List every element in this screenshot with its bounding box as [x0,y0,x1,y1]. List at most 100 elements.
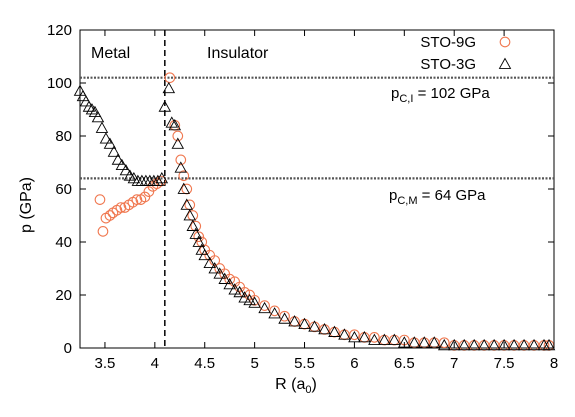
legend-label-sto-3g: STO-3G [420,56,476,73]
data-point-sto-9g [115,202,127,213]
data-point-sto-3g [437,338,451,351]
data-point-sto-3g [198,248,212,261]
data-point-sto-3g [427,336,441,348]
x-tick-label: 7.5 [494,355,515,372]
y-tick-label: 120 [47,22,72,39]
data-point-sto-9g [369,332,380,343]
data-point-sto-3g [95,121,109,133]
data-point-sto-9g [178,170,190,182]
data-point-sto-9g [139,191,151,203]
data-point-sto-3g [497,338,511,351]
data-point-sto-3g [233,285,246,298]
x-axis-ticks: 3.5 4 4.5 5 5.5 6 6.5 7 7.5 8 [95,30,558,372]
data-point-sto-3g [447,338,461,351]
legend-marker-sto-9g [499,36,511,48]
data-point-sto-3g [388,333,401,345]
data-point-sto-3g [115,158,129,171]
legend-marker-sto-3g [498,57,512,69]
data-point-sto-3g [171,137,185,149]
annotation-pc-insulator: pC,I = 102 GPa [391,85,490,105]
region-label-metal: Metal [91,45,130,62]
y-tick-label: 0 [64,340,72,357]
data-point-sto-3g [378,333,391,345]
data-point-sto-3g [467,338,481,351]
data-point-sto-3g [542,338,556,351]
x-tick-label: 5 [250,355,258,372]
data-point-sto-9g [438,337,450,349]
data-point-sto-3g [203,256,216,269]
y-tick-label: 60 [55,181,72,198]
data-point-sto-3g [91,111,105,123]
data-point-sto-3g [119,164,133,176]
y-axis-title: p (GPa) [18,177,35,233]
x-tick-label: 5.5 [294,355,315,372]
data-point-sto-3g [107,145,121,157]
x-tick-label: 8 [550,355,558,372]
data-point-sto-3g [268,307,281,319]
x-tick-label: 6 [350,355,358,372]
data-point-sto-3g [358,330,371,343]
annotation-pc-metal: pC,M = 64 GPa [389,187,486,207]
y-tick-label: 40 [55,234,72,251]
data-point-sto-3g [288,315,301,327]
data-point-sto-3g [139,174,153,186]
data-point-sto-3g [258,301,271,314]
data-point-sto-9g [164,72,176,84]
data-point-sto-3g [103,137,117,149]
y-axis-ticks: 0 20 40 60 80 100 120 [47,22,554,357]
data-point-sto-3g [228,283,241,295]
data-point-sto-9g [172,130,184,142]
data-point-sto-3g [111,153,125,165]
data-point-sto-3g [174,161,188,173]
region-label-insulator: Insulator [207,45,269,62]
legend-markers [498,36,512,69]
data-point-sto-9g [349,329,360,341]
data-point-sto-9g [143,186,155,197]
x-tick-label: 7 [450,355,458,372]
data-point-sto-3g [82,100,96,112]
data-point-sto-9g [259,300,270,311]
data-point-sto-3g [213,267,226,279]
data-point-sto-3g [177,182,191,194]
data-point-sto-3g [158,100,172,112]
data-point-sto-3g [85,103,99,115]
data-point-sto-3g [151,174,165,186]
data-point-sto-3g [368,333,381,345]
data-point-sto-3g [218,272,231,284]
data-point-sto-3g [318,323,331,335]
data-point-sto-3g [186,219,200,231]
data-point-sto-3g [238,291,251,303]
data-point-sto-3g [180,198,194,210]
data-point-sto-3g [507,338,521,351]
y-tick-label: 20 [55,287,72,304]
data-point-sto-3g [208,262,221,274]
data-point-sto-9g [209,255,221,266]
y-tick-label: 100 [47,75,72,92]
x-tick-label: 6.5 [394,355,415,372]
x-tick-label: 4.5 [194,355,215,372]
data-point-sto-3g [168,118,182,131]
data-point-sto-9g [131,194,143,205]
data-point-sto-3g [165,116,179,128]
series-sto-9g [94,72,555,351]
y-tick-label: 80 [55,128,72,145]
legend-label-sto-9g: STO-9G [420,34,476,51]
data-point-sto-9g [193,231,205,243]
data-point-sto-3g [243,293,256,306]
data-point-sto-3g [155,171,169,184]
data-point-sto-3g [517,338,531,351]
data-point-sto-3g [248,296,261,308]
data-point-sto-3g [418,336,431,348]
data-point-sto-3g [298,317,311,329]
x-tick-label: 4 [151,355,159,372]
data-point-sto-3g [338,328,351,340]
data-point-sto-9g [97,226,109,237]
data-point-sto-9g [94,194,106,205]
x-axis-title: R (a0) [275,376,317,396]
data-point-sto-3g [457,338,471,351]
data-point-sto-9g [104,210,116,221]
data-point-sto-3g [477,338,491,351]
data-point-sto-3g [183,209,197,221]
data-point-sto-3g [99,132,113,144]
